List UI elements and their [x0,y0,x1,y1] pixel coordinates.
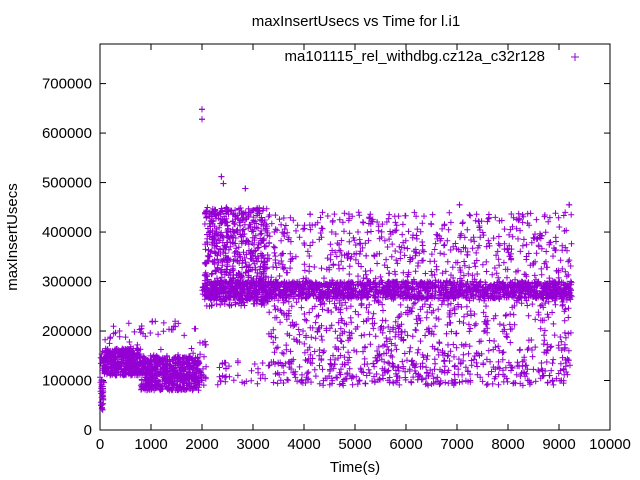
outlier-point [242,185,249,192]
outlier-point [456,201,463,208]
chart-title: maxInsertUsecs vs Time for l.i1 [252,13,460,30]
y-tick-label: 500000 [42,175,92,192]
legend-label: ma101115_rel_withdbg.cz12a_c32r128 [285,48,545,65]
outlier-point [199,116,205,123]
outlier-point [307,211,314,218]
x-tick-label: 6000 [389,436,422,453]
x-tick-label: 4000 [287,436,320,453]
x-tick-label: 5000 [338,436,371,453]
legend: ma101115_rel_withdbg.cz12a_c32r128 [285,48,579,65]
x-tick-label: 10000 [589,436,631,453]
x-tick-label: 9000 [542,436,575,453]
y-tick-label: 400000 [42,224,92,241]
x-tick-label: 1000 [134,436,167,453]
outlier-point [566,201,573,208]
y-axis: 0 100000 200000 300000 400000 500000 600000 700… [42,76,610,439]
y-tick-label: 200000 [42,323,92,340]
x-tick-label: 2000 [185,436,218,453]
legend-marker [571,53,579,61]
y-tick-label: 100000 [42,373,92,390]
y-tick-label: 300000 [42,274,92,291]
legend-plus-marker [571,53,579,61]
outlier-point [199,106,205,113]
outlier-point [218,173,225,180]
y-tick-label: 700000 [42,76,92,93]
x-tick-label: 3000 [236,436,269,453]
y-tick-label: 0 [84,422,92,439]
data-point-markers [97,106,575,413]
series-points [97,106,575,413]
x-tick-label: 8000 [491,436,524,453]
x-axis: 0 1000 2000 3000 4000 5000 6000 7000 8000 9000 100… [96,44,631,453]
y-tick-label: 600000 [42,125,92,142]
x-axis-label: Time(s) [330,459,380,476]
outlier-point [220,180,227,187]
x-tick-label: 0 [96,436,104,453]
outlier-point [99,404,106,411]
y-axis-label: maxInsertUsecs [4,183,21,291]
x-tick-label: 7000 [440,436,473,453]
